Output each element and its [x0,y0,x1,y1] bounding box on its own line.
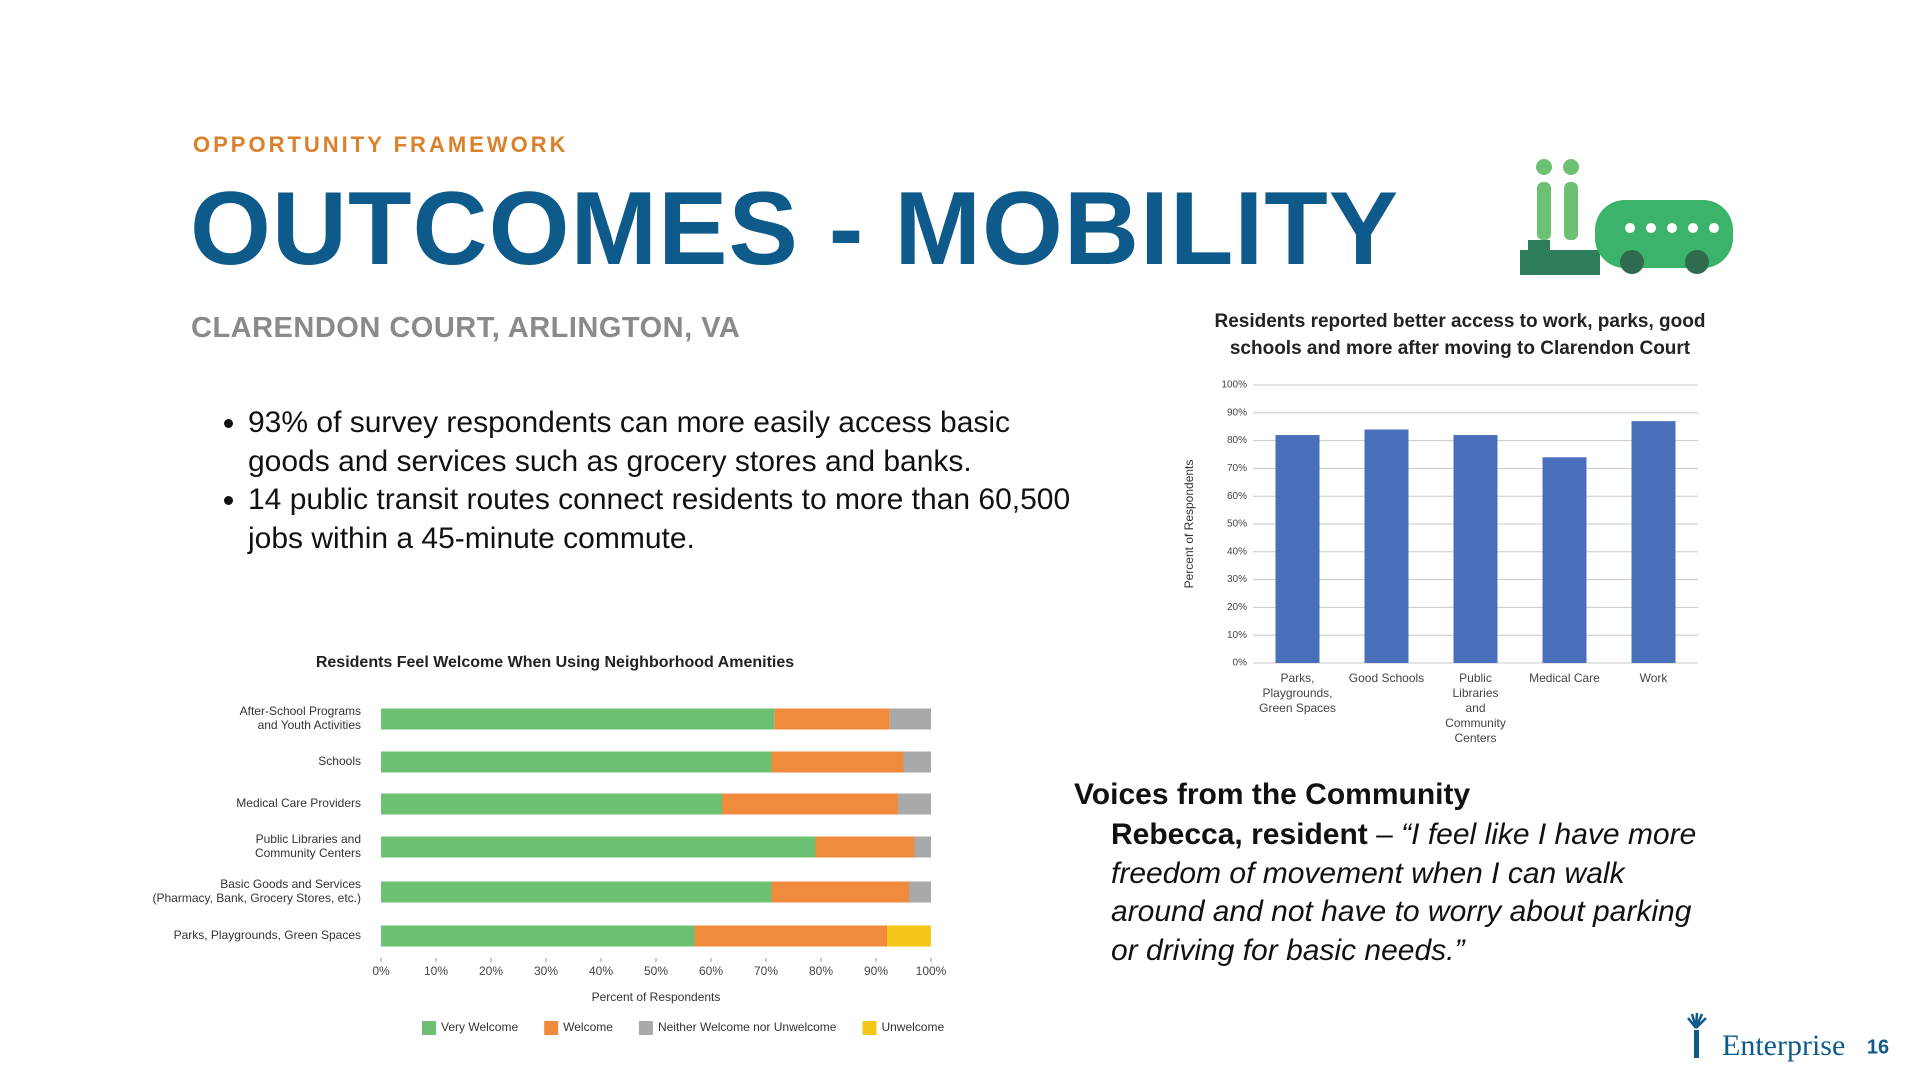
legend-label: Very Welcome [441,1020,518,1034]
legend-swatch [422,1021,436,1035]
y-tick-label: Basic Goods and Services (Pharmacy, Bank,… [152,877,361,905]
y-tick-label: 70% [1227,463,1247,474]
x-tick-label: 10% [424,964,448,978]
dash: – [1376,818,1393,851]
quote-heading: Voices from the Community [1074,778,1471,811]
bar-segment [889,708,931,730]
bar-segment [381,793,722,815]
y-tick-label: Schools [318,754,361,768]
y-axis-label: Percent of Respondents [1182,460,1196,589]
x-tick-label: 50% [644,964,668,978]
bar-segment [771,751,904,773]
subtitle: CLARENDON COURT, ARLINGTON, VA [191,312,741,344]
x-tick-label: Good Schools [1349,671,1424,685]
bar-segment [381,836,816,858]
bar-segment [909,881,931,903]
legend-label: Welcome [563,1020,613,1034]
quote-text: “I feel like I have more freedom of move… [1111,818,1697,967]
bar-segment [381,925,695,947]
bar-segment [722,793,898,815]
y-tick-label: Public Libraries and Community Centers [255,832,361,860]
bar-segment [898,793,931,815]
bar [1542,457,1587,663]
legend-label: Unwelcome [881,1020,944,1034]
y-tick-label: 50% [1227,519,1247,530]
bar-segment [774,708,890,730]
bar [1453,435,1498,663]
y-tick-label: Parks, Playgrounds, Green Spaces [174,928,361,942]
mobility-icon [1520,159,1733,275]
x-tick-label: 40% [589,964,613,978]
x-tick-label: Medical Care [1529,671,1600,685]
bar-segment [381,881,772,903]
legend-swatch [862,1021,877,1035]
bar-segment [815,836,915,858]
x-tick-label: Work [1640,671,1669,685]
y-tick-label: After-School Programs and Youth Activitie… [240,704,361,732]
x-tick-label: 80% [809,964,833,978]
y-tick-label: Medical Care Providers [236,796,361,810]
bar-segment [381,751,772,773]
legend-label: Neither Welcome nor Unwelcome [658,1020,837,1034]
bar-segment [903,751,931,773]
x-tick-label: 90% [864,964,888,978]
y-tick-label: 20% [1227,602,1247,613]
logo-text: Enterprise [1722,1029,1845,1062]
y-tick-label: 10% [1227,630,1247,641]
quote: Rebecca, resident – “I feel like I have … [1111,816,1711,970]
bar-segment [887,925,931,947]
y-tick-label: 40% [1227,546,1247,557]
x-tick-label: Public Libraries and Community Centers [1445,671,1506,745]
enterprise-logo [1687,1012,1707,1058]
y-tick-label: 0% [1233,658,1248,669]
bullet: 93% of survey respondents can more easil… [248,404,1078,481]
y-tick-label: 90% [1227,407,1247,418]
x-tick-label: 70% [754,964,778,978]
legend-swatch [638,1021,653,1035]
y-tick-label: 100% [1221,380,1247,391]
chart-title: Residents Feel Welcome When Using Neighb… [316,654,794,671]
bar-segment [771,881,909,903]
y-tick-label: 80% [1227,435,1247,446]
x-tick-label: 100% [916,964,947,978]
x-tick-label: 30% [534,964,558,978]
speaker: Rebecca, resident [1111,818,1368,851]
x-tick-label: Parks, Playgrounds, Green Spaces [1259,671,1336,715]
x-tick-label: 0% [372,964,390,978]
x-tick-label: 60% [699,964,723,978]
y-tick-label: 30% [1227,574,1247,585]
bullet: 14 public transit routes connect residen… [248,481,1078,558]
bar-segment [694,925,887,947]
bar [1364,429,1409,663]
bar-segment [914,836,931,858]
eyebrow: OPPORTUNITY FRAMEWORK [193,132,569,157]
bar-segment [381,708,775,730]
x-tick-label: 20% [479,964,503,978]
y-tick-label: 60% [1227,491,1247,502]
slide-title: OUTCOMES - MOBILITY [190,171,1400,287]
legend-swatch [544,1021,559,1035]
bar [1275,435,1320,663]
bullets: 93% of survey respondents can more easil… [210,404,1078,558]
bar [1631,421,1676,663]
chart-title: Residents reported better access to work… [1215,311,1706,359]
page-number: 16 [1867,1036,1889,1058]
x-axis-label: Percent of Respondents [592,990,721,1004]
